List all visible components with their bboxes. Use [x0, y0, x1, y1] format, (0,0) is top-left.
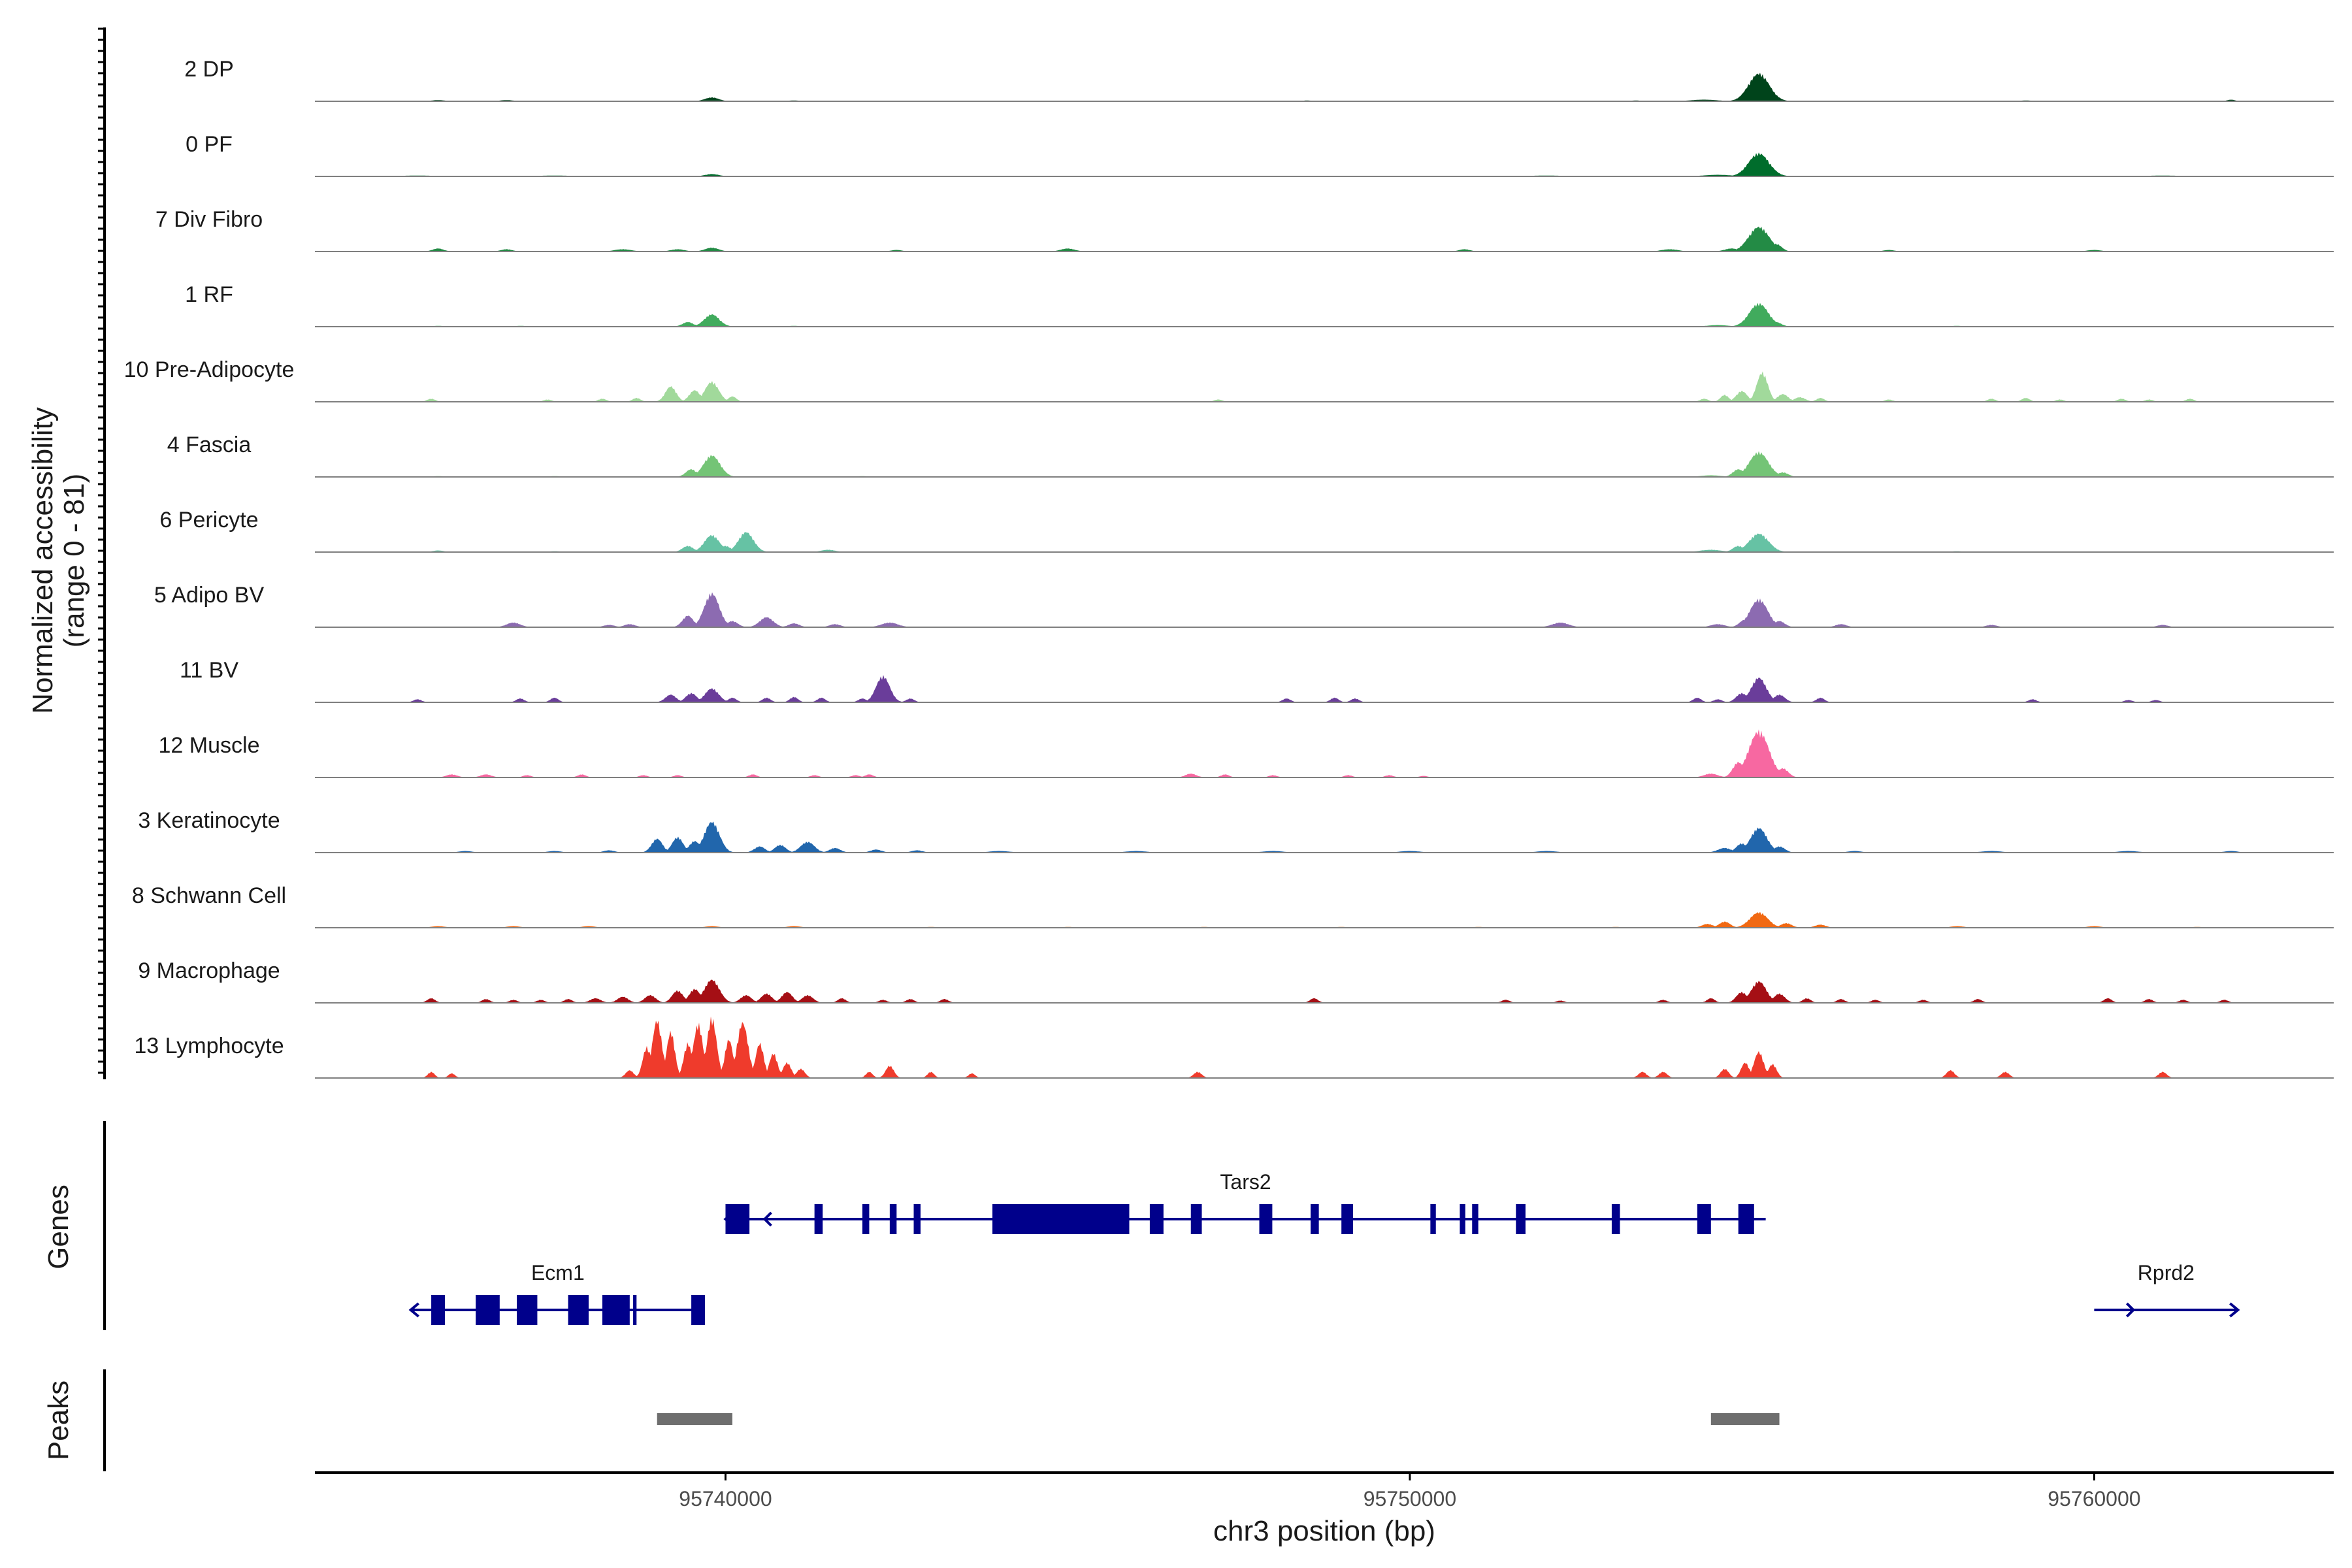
track-label: 7 Div Fibro — [155, 207, 263, 232]
exon — [476, 1295, 500, 1325]
exon — [1341, 1204, 1353, 1234]
exon — [1697, 1204, 1711, 1234]
track-8: 5 Adipo BV — [154, 583, 2334, 628]
track-area — [315, 821, 2334, 853]
exon — [633, 1295, 637, 1325]
strand-arrow — [2125, 1302, 2136, 1318]
peak-region — [1710, 1413, 1780, 1425]
exon — [725, 1204, 750, 1234]
x-tick-label: 95750000 — [1364, 1487, 1456, 1511]
track-label: 3 Keratinocyte — [138, 808, 280, 833]
track-13: 9 Macrophage — [138, 958, 2334, 1004]
track-area — [315, 532, 2334, 552]
track-6: 4 Fascia — [167, 433, 2334, 478]
gene-label: Ecm1 — [531, 1261, 585, 1284]
exon — [1149, 1204, 1164, 1234]
exon — [602, 1295, 630, 1325]
gene-annotations: Tars2 Ecm1 Rprd2 — [408, 1170, 2240, 1325]
coverage-y-ticks — [98, 27, 105, 1074]
track-label: 0 PF — [186, 132, 233, 157]
exon — [1611, 1204, 1620, 1234]
exon — [913, 1204, 921, 1234]
strand-end-arrow — [408, 1302, 419, 1318]
track-label: 6 Pericyte — [159, 508, 258, 532]
track-label: 8 Schwann Cell — [132, 883, 286, 908]
x-tick-label: 95740000 — [679, 1487, 772, 1511]
track-label: 9 Macrophage — [138, 958, 280, 983]
exon — [431, 1295, 446, 1325]
exon — [1516, 1204, 1526, 1234]
track-area — [315, 979, 2334, 1003]
track-10: 12 Muscle — [159, 729, 2334, 778]
peaks-panel-title: Peaks — [42, 1380, 74, 1460]
track-label: 5 Adipo BV — [154, 583, 265, 608]
exon — [814, 1204, 823, 1234]
strand-arrow — [762, 1211, 772, 1227]
track-11: 3 Keratinocyte — [138, 808, 2334, 853]
exon — [1190, 1204, 1202, 1234]
strand-end-arrow — [2229, 1302, 2240, 1318]
track-12: 8 Schwann Cell — [132, 883, 2334, 928]
track-label: 4 Fascia — [167, 433, 252, 457]
track-label: 13 Lymphocyte — [134, 1034, 284, 1058]
track-9: 11 BV — [180, 658, 2334, 703]
track-label: 1 RF — [185, 282, 233, 307]
track-1: 2 DP — [184, 57, 2334, 102]
exon — [691, 1295, 706, 1325]
gene-label: Rprd2 — [2138, 1261, 2195, 1284]
track-14: 13 Lymphocyte — [134, 1016, 2334, 1079]
track-4: 1 RF — [185, 282, 2334, 327]
gene-tars2: Tars2 — [723, 1170, 1766, 1234]
gene-ecm1: Ecm1 — [408, 1261, 706, 1325]
track-5: 10 Pre-Adipocyte — [124, 357, 2334, 402]
track-area — [315, 451, 2334, 477]
gene-label: Tars2 — [1220, 1170, 1271, 1194]
exon — [517, 1295, 538, 1325]
exon — [889, 1204, 897, 1234]
y-axis-range: (range 0 - 81) — [58, 474, 90, 648]
x-axis-title: chr3 position (bp) — [1213, 1515, 1435, 1547]
peak-region — [657, 1413, 732, 1425]
exon — [1430, 1204, 1436, 1234]
track-7: 6 Pericyte — [159, 508, 2334, 553]
exon — [568, 1295, 589, 1325]
track-area — [315, 592, 2334, 627]
track-label: 11 BV — [180, 658, 238, 683]
exon — [992, 1204, 1130, 1234]
coverage-tracks: 2 DP 0 PF 7 Div Fibro 1 RF 10 Pre-Adipocyte 4… — [124, 57, 2334, 1079]
exon — [1738, 1204, 1754, 1234]
exon — [862, 1204, 870, 1234]
track-label: 10 Pre-Adipocyte — [124, 357, 295, 382]
track-2: 0 PF — [186, 132, 2334, 177]
genes-panel-title: Genes — [42, 1184, 74, 1269]
track-3: 7 Div Fibro — [155, 207, 2334, 252]
track-label: 2 DP — [184, 57, 234, 82]
x-axis-ticks: 95740000 95750000 95760000 — [679, 1473, 2141, 1511]
gene-rprd2: Rprd2 — [2094, 1261, 2240, 1318]
track-label: 12 Muscle — [159, 733, 260, 758]
exon — [1460, 1204, 1465, 1234]
peak-regions — [657, 1413, 1780, 1425]
x-tick-label: 95760000 — [2048, 1487, 2140, 1511]
exon — [1472, 1204, 1478, 1234]
exon — [1259, 1204, 1273, 1234]
exon — [1311, 1204, 1319, 1234]
y-axis-title: Normalized accessibility — [27, 407, 59, 713]
